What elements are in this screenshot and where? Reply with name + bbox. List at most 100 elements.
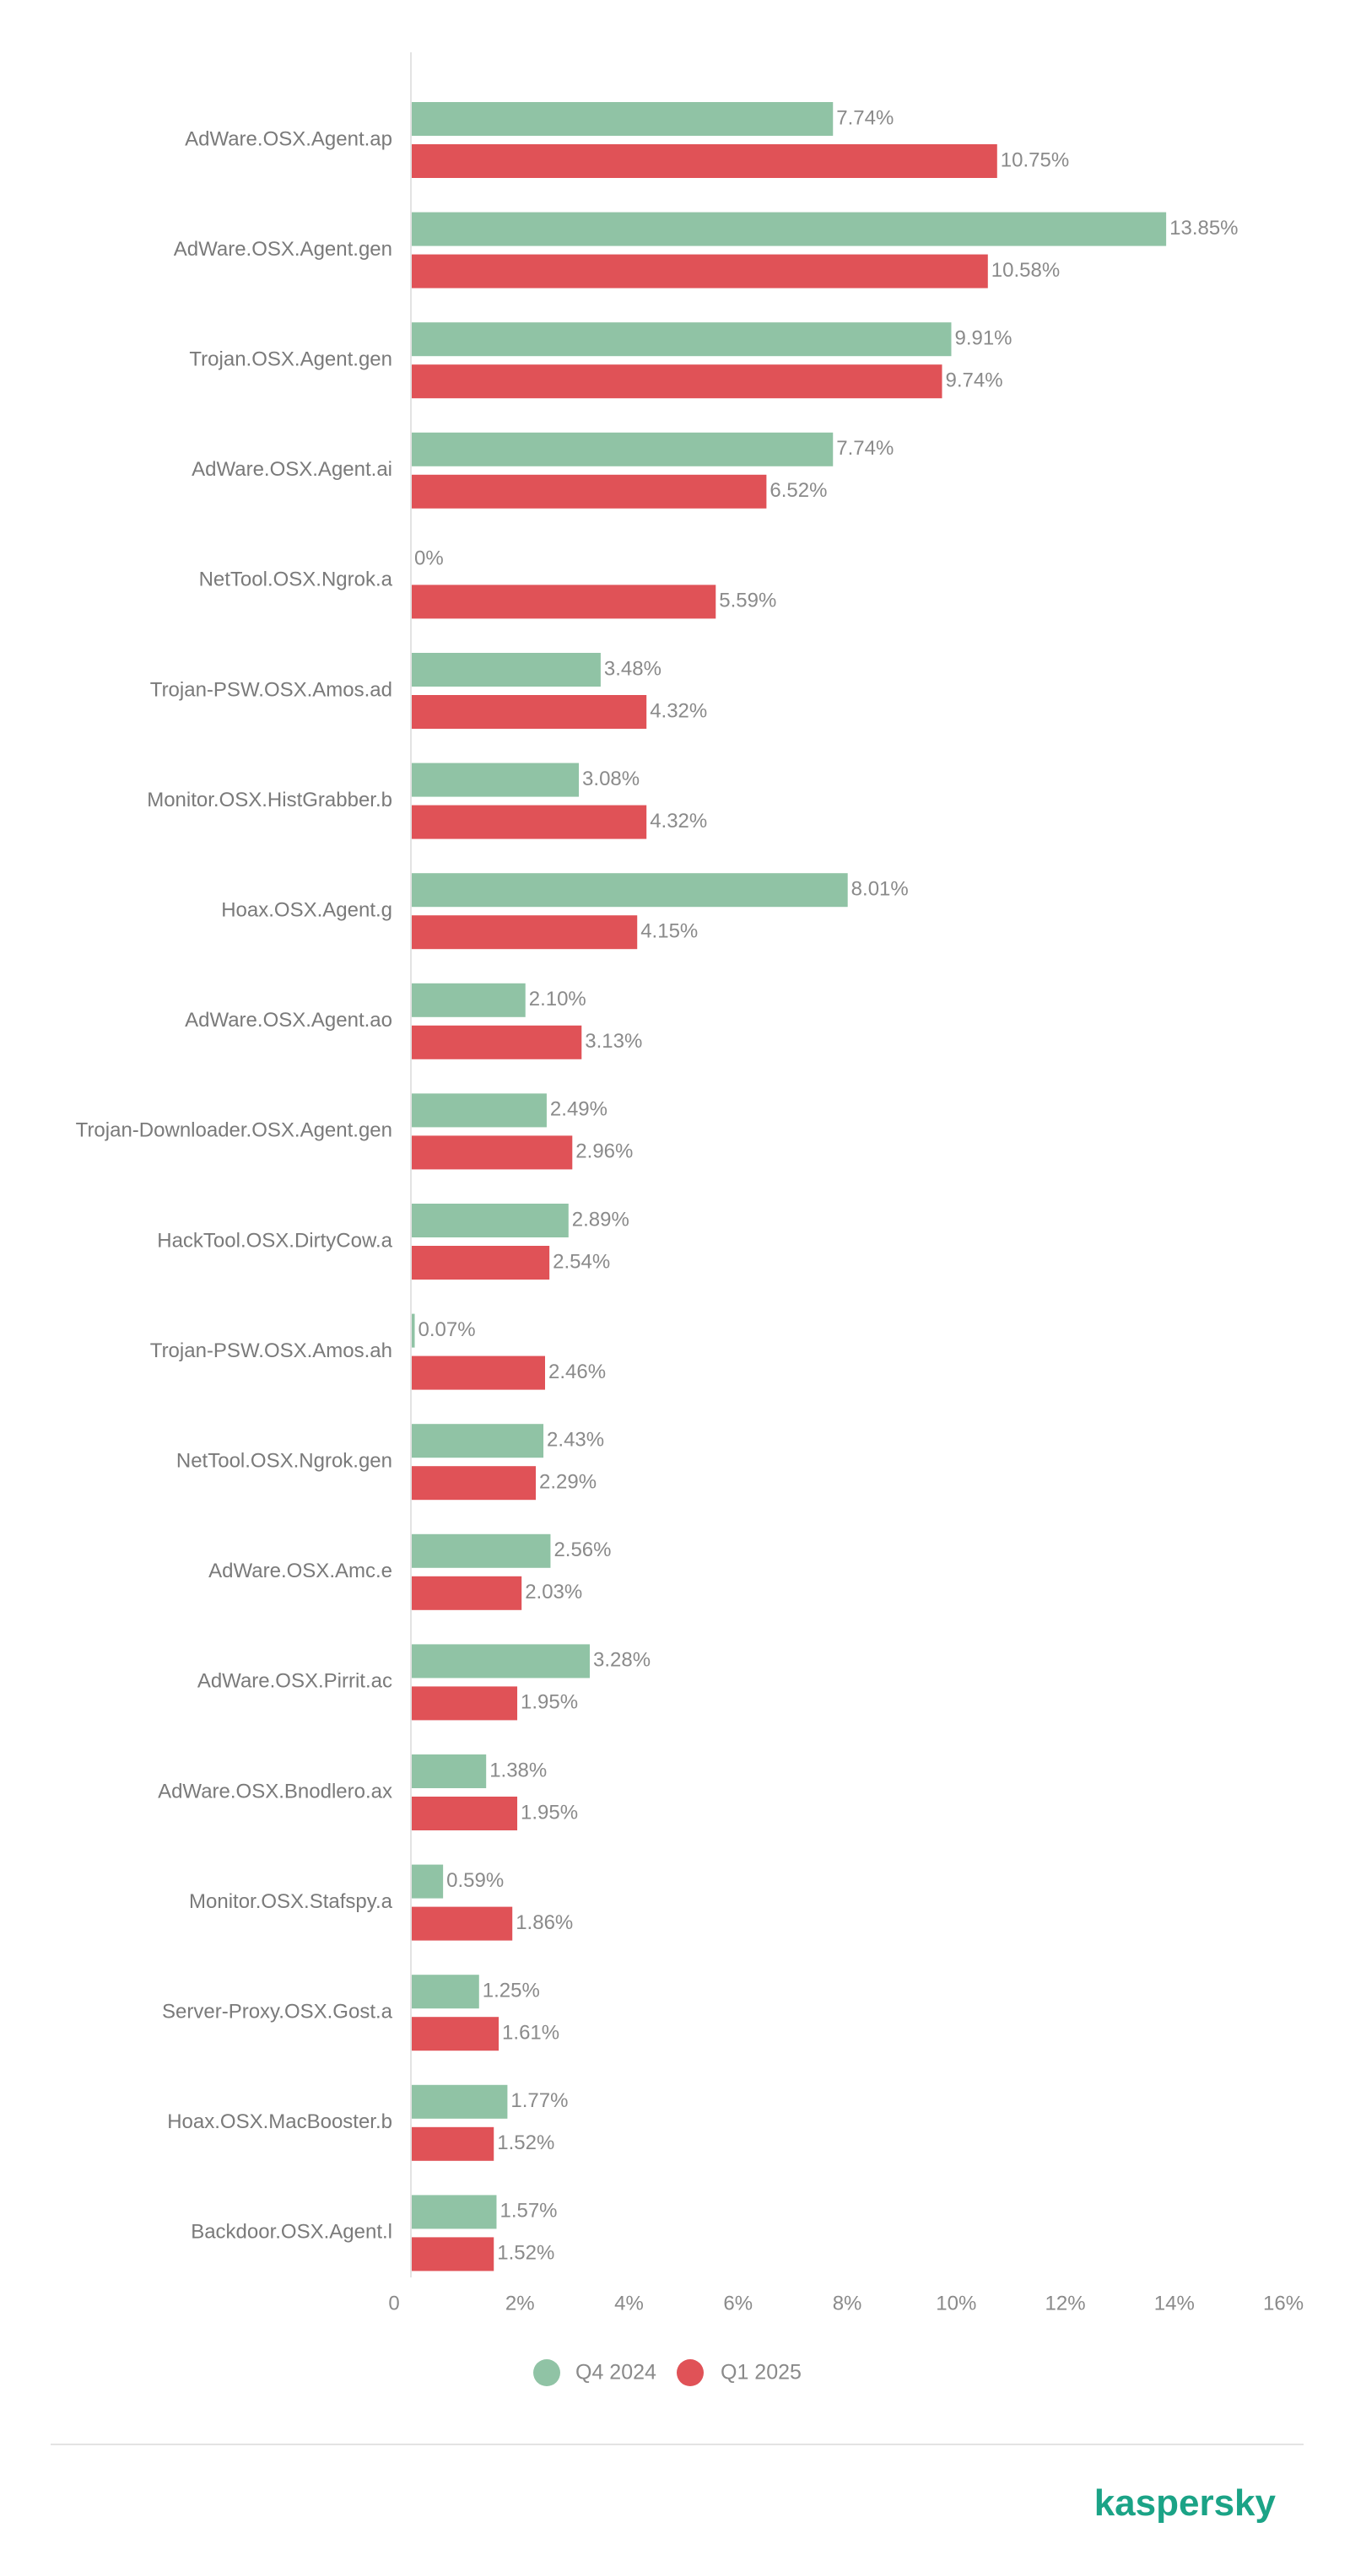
bar-q1-2025 [411, 474, 767, 509]
x-tick-label: 10% [936, 2292, 976, 2315]
bar-q4-2024 [411, 1533, 551, 1568]
value-label-q4: 3.28% [593, 1649, 651, 1672]
bar-q4-2024 [411, 2195, 497, 2229]
legend-label-q4: Q4 2024 [575, 2361, 656, 2385]
bar-q1-2025 [411, 1466, 537, 1501]
value-label-q4: 7.74% [836, 437, 894, 460]
value-label-q1: 2.46% [548, 1361, 606, 1383]
bar-q1-2025 [411, 254, 988, 288]
bar-q4-2024 [411, 1313, 415, 1348]
bar-q1-2025 [411, 2017, 500, 2051]
value-label-q1: 9.74% [945, 369, 1002, 392]
value-label-q4: 1.57% [500, 2200, 557, 2223]
value-label-q1: 4.32% [650, 699, 707, 722]
value-label-q4: 1.38% [489, 1759, 547, 1781]
bar-q1-2025 [411, 695, 647, 729]
x-tick-label: 12% [1045, 2292, 1086, 2315]
value-label-q1: 1.95% [521, 1691, 578, 1714]
value-label-q1: 1.61% [502, 2022, 559, 2045]
category-label: NetTool.OSX.Ngrok.gen [176, 1450, 392, 1473]
x-tick-label: 2% [505, 2292, 535, 2315]
category-label: AdWare.OSX.Bnodlero.ax [158, 1780, 392, 1803]
x-tick-label: 16% [1263, 2292, 1304, 2315]
category-label: AdWare.OSX.Agent.ai [192, 458, 392, 481]
bar-q4-2024 [411, 432, 834, 466]
category-label: Backdoor.OSX.Agent.l [191, 2221, 392, 2244]
bar-q4-2024 [411, 1093, 547, 1128]
value-label-q1: 10.58% [991, 259, 1060, 282]
value-label-q4: 0.59% [446, 1869, 504, 1892]
bar-q4-2024 [411, 1204, 569, 1237]
category-label: AdWare.OSX.Agent.ap [185, 127, 392, 150]
category-label: AdWare.OSX.Pirrit.ac [197, 1670, 392, 1693]
bar-q4-2024 [411, 1864, 444, 1899]
bar-q4-2024 [411, 653, 601, 687]
value-label-q1: 4.32% [650, 810, 707, 833]
x-tick-label: 8% [833, 2292, 862, 2315]
bar-q1-2025 [411, 2126, 494, 2161]
category-label: Trojan.OSX.Agent.gen [189, 348, 392, 371]
bar-q4-2024 [411, 2084, 508, 2119]
bar-q4-2024 [411, 1424, 544, 1458]
bar-q1-2025 [411, 1906, 513, 1941]
value-label-q1: 6.52% [770, 479, 827, 502]
x-tick-label: 0 [388, 2292, 399, 2315]
bar-q4-2024 [411, 763, 580, 797]
legend: Q4 2024 Q1 2025 [533, 2359, 802, 2386]
value-label-q1: 2.96% [575, 1140, 633, 1163]
category-label: AdWare.OSX.Agent.gen [174, 238, 392, 261]
category-label: Server-Proxy.OSX.Gost.a [162, 2001, 393, 2024]
bar-q1-2025 [411, 1797, 518, 1830]
bar-q4-2024 [411, 1975, 479, 2009]
bar-q1-2025 [411, 1025, 582, 1059]
value-label-q4: 1.25% [483, 1980, 540, 2002]
value-label-q4: 2.56% [554, 1539, 611, 1561]
value-label-q4: 0% [414, 547, 444, 570]
bar-q4-2024 [411, 322, 952, 357]
category-label: Monitor.OSX.Stafspy.a [189, 1890, 393, 1913]
category-label: Trojan-PSW.OSX.Amos.ad [150, 678, 392, 701]
legend-swatch-q4 [533, 2359, 560, 2386]
bar-q1-2025 [411, 1135, 573, 1170]
value-label-q4: 1.77% [510, 2089, 568, 2112]
value-label-q1: 2.03% [525, 1581, 582, 1603]
x-tick-label: 14% [1154, 2292, 1195, 2315]
bar-q4-2024 [411, 1754, 487, 1788]
value-label-q1: 3.13% [585, 1030, 642, 1053]
kaspersky-logo: kaspersky [1094, 2482, 1277, 2524]
value-label-q1: 1.52% [497, 2131, 554, 2154]
bar-q1-2025 [411, 1355, 545, 1390]
value-label-q1: 10.75% [1001, 148, 1069, 171]
category-label: HackTool.OSX.DirtyCow.a [157, 1229, 392, 1252]
legend-swatch-q1 [677, 2359, 704, 2386]
category-label: NetTool.OSX.Ngrok.a [199, 569, 393, 591]
value-label-q1: 2.29% [539, 1471, 597, 1494]
bar-q4-2024 [411, 1644, 590, 1679]
value-label-q4: 13.85% [1169, 217, 1238, 240]
legend-label-q1: Q1 2025 [721, 2361, 802, 2385]
x-tick-label: 4% [614, 2292, 644, 2315]
category-label: Hoax.OSX.Agent.g [221, 899, 392, 922]
value-label-q1: 5.59% [719, 590, 776, 612]
bar-q1-2025 [411, 2237, 494, 2272]
bar-q4-2024 [411, 983, 526, 1017]
value-label-q4: 3.08% [582, 768, 640, 790]
category-label: Trojan-Downloader.OSX.Agent.gen [76, 1119, 392, 1142]
bar-q1-2025 [411, 915, 638, 950]
x-axis-ticks: 0 2% 4% 6% 8% 10% 12% 14% 16% [388, 2292, 1304, 2315]
value-label-q4: 9.91% [954, 327, 1012, 350]
bar-q1-2025 [411, 585, 716, 619]
category-label: AdWare.OSX.Agent.ao [185, 1009, 392, 1032]
bar-q1-2025 [411, 1576, 522, 1610]
bar-q4-2024 [411, 212, 1167, 246]
value-label-q4: 2.43% [547, 1429, 604, 1452]
category-label: Trojan-PSW.OSX.Amos.ah [150, 1339, 392, 1362]
value-label-q1: 1.95% [521, 1801, 578, 1824]
bar-q1-2025 [411, 1246, 550, 1280]
labels-layer: AdWare.OSX.Agent.ap 7.74% 10.75% AdWare.OSX… [76, 106, 1239, 2264]
bar-q1-2025 [411, 805, 647, 839]
value-label-q4: 2.49% [550, 1098, 608, 1121]
bar-q1-2025 [411, 1686, 518, 1721]
value-label-q1: 2.54% [553, 1250, 610, 1273]
